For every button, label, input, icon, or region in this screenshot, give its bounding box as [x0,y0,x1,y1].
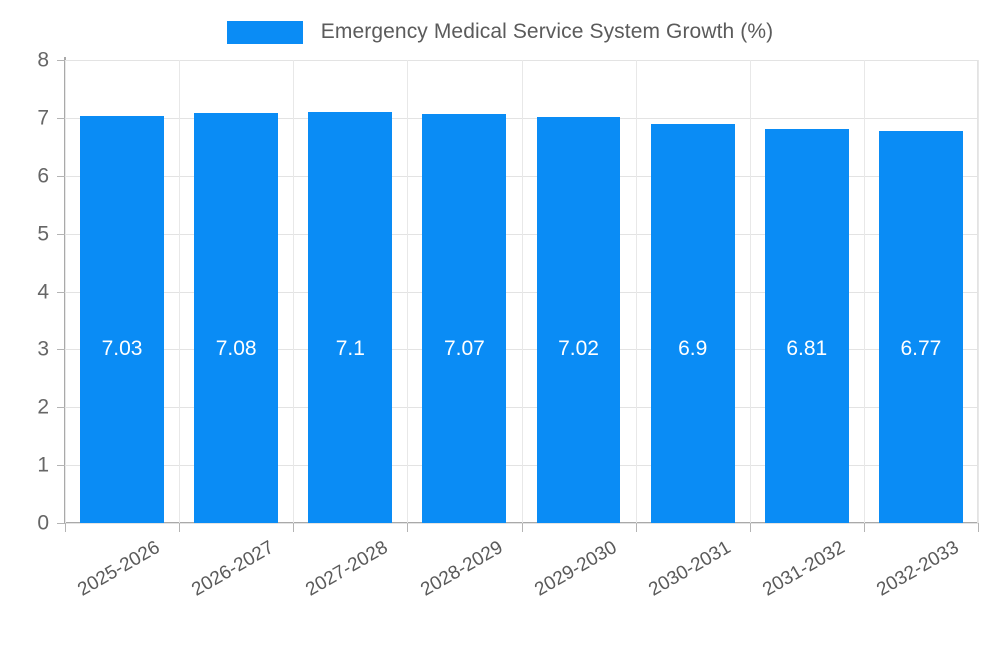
x-tick-mark-4 [522,523,523,532]
x-tick-mark-6 [750,523,751,532]
gridline-x-8 [978,60,979,523]
bar-value-label: 7.02 [558,336,599,360]
bar-value-label: 7.1 [335,336,365,360]
gridline-y-1 [65,465,978,467]
y-tick-label: 4 [37,280,49,303]
y-tick-label: 2 [37,395,49,419]
y-tick-mark-3 [57,349,65,351]
gridline-x-6 [750,60,751,523]
bar[interactable]: 6.77 [878,131,963,523]
y-tick-label: 1 [37,453,49,477]
bar[interactable]: 7.07 [422,113,507,523]
plot-area: 7.03 7.08 7.1 7.07 7.02 6.9 6.81 6.77 [65,60,979,532]
gridline-y-2 [65,407,978,409]
y-tick-label: 7 [37,106,49,130]
legend-label: Emergency Medical Service System Growth … [320,20,774,43]
gridline-y-4 [65,291,978,293]
y-tick-label: 5 [37,222,49,246]
x-tick-mark-8 [978,523,979,532]
bar-chart: Emergency Medical Service System Growth … [0,12,1000,601]
bar[interactable]: 7.1 [308,112,393,523]
gridline-y-7 [65,117,978,119]
y-tick-mark-8 [57,60,65,61]
gridline-y-0 [65,523,978,524]
y-tick-mark-7 [57,117,65,119]
gridline-x-2 [293,60,294,523]
bar-value-label: 6.9 [678,336,708,360]
legend-item-0[interactable]: Emergency Medical Service System Growth … [226,20,774,44]
chart-legend: Emergency Medical Service System Growth … [0,12,1000,52]
gridline-y-8 [65,60,978,61]
gridline-y-5 [65,233,978,235]
x-tick-mark-1 [179,523,180,532]
y-tick-label: 3 [37,337,49,361]
gridline-x-0 [65,60,66,523]
bar[interactable]: 7.08 [194,113,279,523]
gridline-x-5 [636,60,637,523]
x-tick-mark-2 [293,523,294,532]
y-tick-label: 8 [37,48,49,72]
y-tick-mark-5 [57,233,65,235]
bar-value-label: 6.81 [786,336,828,360]
y-tick-mark-0 [57,523,65,524]
legend-swatch-icon [226,20,303,44]
gridline-x-4 [522,60,523,523]
gridline-x-3 [407,60,408,523]
gridline-y-6 [65,175,978,177]
x-tick-mark-0 [65,523,66,532]
x-tick-label: 2025-2026 [74,537,164,601]
bar-value-label: 7.07 [443,336,485,360]
gridline-x-7 [864,60,865,523]
bar-value-label: 7.03 [101,336,143,360]
bar-value-label: 6.77 [900,336,942,360]
y-tick-label: 0 [37,511,49,535]
x-tick-mark-7 [864,523,865,532]
x-tick-mark-3 [407,523,408,532]
x-tick-mark-5 [636,523,637,532]
bar-value-label: 7.08 [215,336,257,360]
bar[interactable]: 6.9 [650,123,735,523]
y-tick-mark-1 [57,465,65,467]
y-tick-mark-6 [57,175,65,177]
y-tick-label: 6 [37,164,49,188]
bar[interactable]: 6.81 [764,128,849,523]
y-tick-mark-2 [57,407,65,409]
gridline-y-3 [65,349,978,351]
bar[interactable]: 7.02 [536,116,621,523]
bar[interactable]: 7.03 [80,116,164,523]
y-tick-mark-4 [57,291,65,293]
gridline-x-1 [179,60,180,523]
